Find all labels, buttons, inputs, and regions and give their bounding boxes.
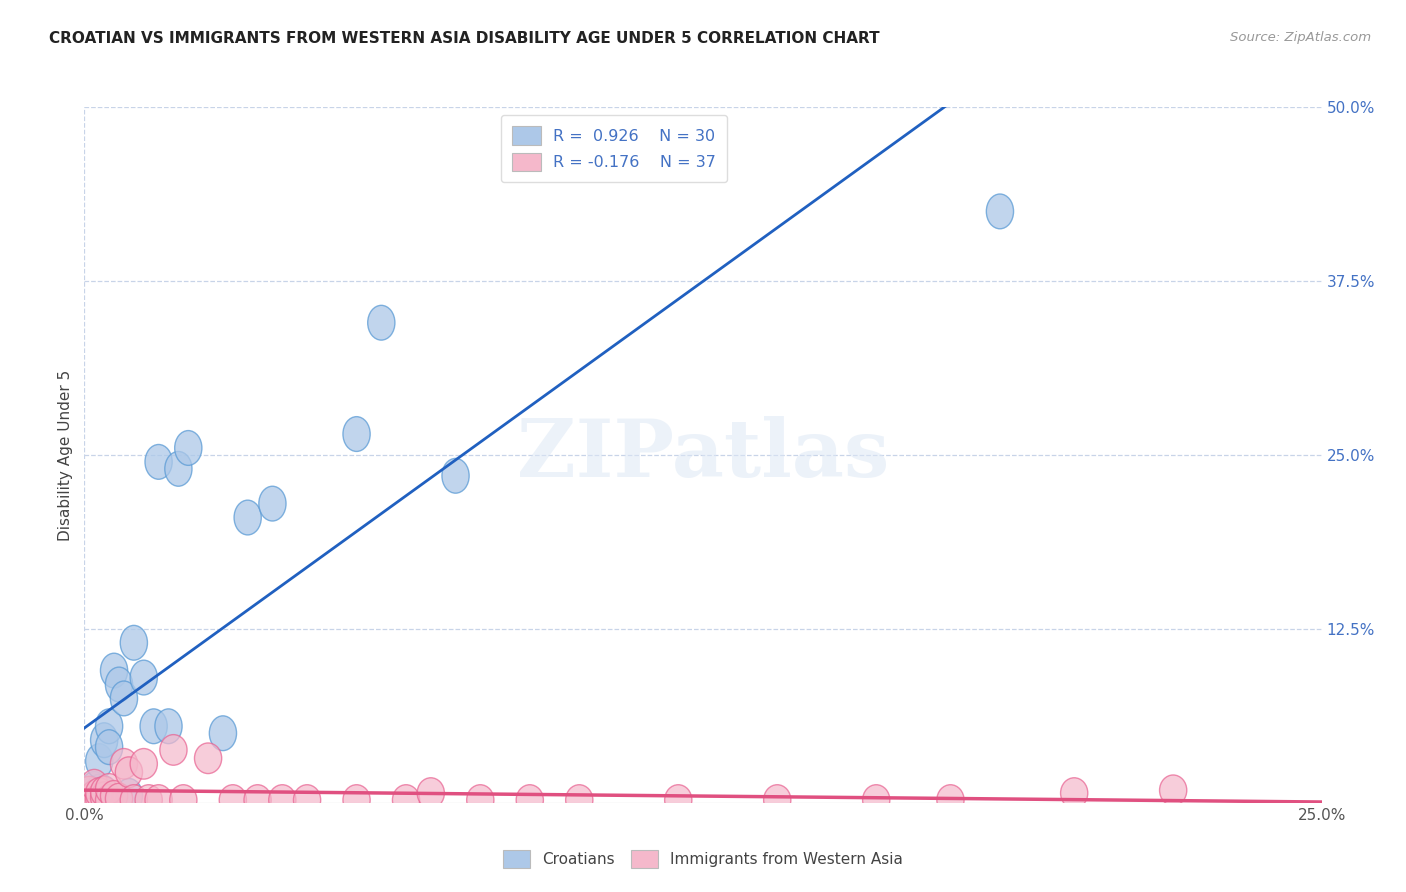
- Ellipse shape: [141, 709, 167, 744]
- Ellipse shape: [936, 785, 965, 815]
- Ellipse shape: [145, 444, 172, 479]
- Ellipse shape: [76, 779, 103, 814]
- Ellipse shape: [160, 735, 187, 765]
- Ellipse shape: [90, 782, 118, 813]
- Ellipse shape: [80, 776, 108, 811]
- Text: CROATIAN VS IMMIGRANTS FROM WESTERN ASIA DISABILITY AGE UNDER 5 CORRELATION CHAR: CROATIAN VS IMMIGRANTS FROM WESTERN ASIA…: [49, 31, 880, 46]
- Ellipse shape: [110, 748, 138, 779]
- Ellipse shape: [100, 780, 128, 811]
- Ellipse shape: [233, 500, 262, 535]
- Ellipse shape: [987, 194, 1014, 229]
- Ellipse shape: [110, 681, 138, 715]
- Ellipse shape: [1060, 778, 1088, 808]
- Ellipse shape: [121, 785, 148, 815]
- Ellipse shape: [76, 781, 103, 816]
- Ellipse shape: [209, 715, 236, 751]
- Ellipse shape: [86, 783, 112, 814]
- Ellipse shape: [863, 785, 890, 815]
- Text: ZIPatlas: ZIPatlas: [517, 416, 889, 494]
- Ellipse shape: [90, 776, 118, 811]
- Ellipse shape: [76, 776, 103, 807]
- Ellipse shape: [115, 779, 142, 814]
- Ellipse shape: [90, 776, 118, 807]
- Ellipse shape: [86, 778, 112, 808]
- Ellipse shape: [115, 757, 142, 788]
- Ellipse shape: [135, 785, 162, 815]
- Ellipse shape: [105, 783, 132, 814]
- Ellipse shape: [96, 773, 122, 805]
- Ellipse shape: [86, 774, 112, 809]
- Ellipse shape: [86, 744, 112, 779]
- Ellipse shape: [259, 486, 285, 521]
- Ellipse shape: [145, 785, 172, 815]
- Ellipse shape: [441, 458, 470, 493]
- Ellipse shape: [368, 305, 395, 340]
- Ellipse shape: [80, 780, 108, 811]
- Ellipse shape: [90, 723, 118, 757]
- Ellipse shape: [294, 785, 321, 815]
- Ellipse shape: [96, 709, 122, 744]
- Ellipse shape: [86, 779, 112, 814]
- Legend: Croatians, Immigrants from Western Asia: Croatians, Immigrants from Western Asia: [495, 842, 911, 875]
- Ellipse shape: [516, 785, 543, 815]
- Ellipse shape: [121, 625, 148, 660]
- Ellipse shape: [170, 785, 197, 815]
- Ellipse shape: [80, 770, 108, 800]
- Ellipse shape: [96, 785, 122, 815]
- Ellipse shape: [343, 785, 370, 815]
- Ellipse shape: [105, 667, 132, 702]
- Ellipse shape: [245, 785, 271, 815]
- Ellipse shape: [100, 653, 128, 688]
- Ellipse shape: [1160, 775, 1187, 805]
- Ellipse shape: [665, 785, 692, 815]
- Ellipse shape: [219, 785, 246, 815]
- Ellipse shape: [165, 451, 193, 486]
- Ellipse shape: [80, 780, 108, 814]
- Ellipse shape: [418, 778, 444, 808]
- Ellipse shape: [269, 785, 295, 815]
- Ellipse shape: [392, 785, 419, 815]
- Ellipse shape: [194, 743, 222, 773]
- Ellipse shape: [763, 785, 790, 815]
- Ellipse shape: [467, 785, 494, 815]
- Ellipse shape: [155, 709, 183, 744]
- Ellipse shape: [131, 660, 157, 695]
- Ellipse shape: [565, 785, 593, 815]
- Y-axis label: Disability Age Under 5: Disability Age Under 5: [58, 369, 73, 541]
- Ellipse shape: [174, 431, 202, 466]
- Text: Source: ZipAtlas.com: Source: ZipAtlas.com: [1230, 31, 1371, 45]
- Ellipse shape: [131, 748, 157, 779]
- Ellipse shape: [80, 772, 108, 806]
- Ellipse shape: [76, 785, 103, 815]
- Ellipse shape: [343, 417, 370, 451]
- Ellipse shape: [96, 730, 122, 764]
